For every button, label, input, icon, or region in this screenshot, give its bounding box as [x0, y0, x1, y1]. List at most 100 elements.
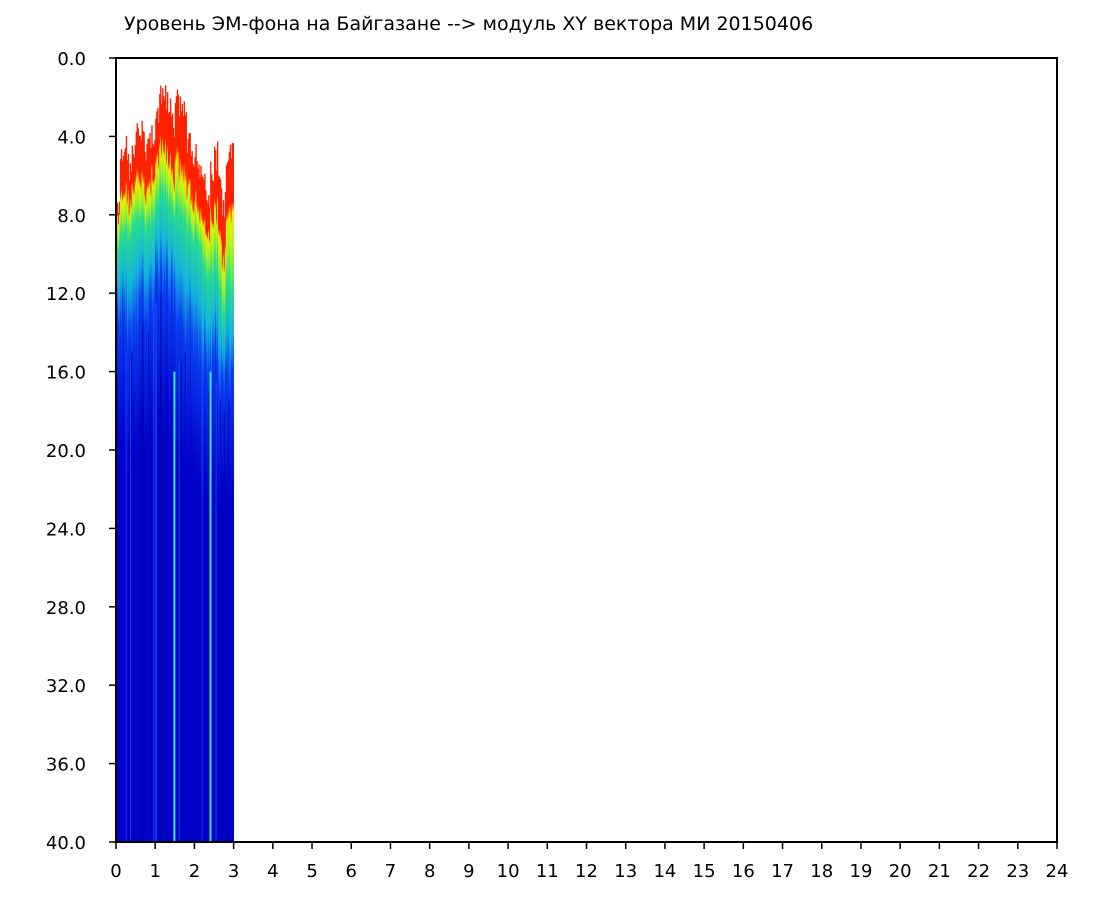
heatmap-column: [116, 202, 119, 842]
heatmap-column: [169, 98, 172, 843]
heatmap-column: [164, 99, 166, 843]
y-axis-ticks: 0.0 4.0 8.0 12.0 16.0 20.0 24.0 28.0 32.0 36.0 40.…: [46, 49, 116, 854]
y-tick-label: 0.0: [57, 49, 86, 70]
y-tick-label: 24.0: [46, 519, 86, 540]
x-tick-label: 3: [228, 861, 239, 882]
heatmap-column: [143, 132, 145, 842]
x-tick-label: 18: [810, 861, 833, 882]
y-tick-label: 16.0: [46, 363, 86, 384]
heatmap-column: [191, 151, 193, 842]
heatmap-column: [122, 155, 125, 842]
heatmap-column: [185, 111, 187, 842]
heatmap-column: [232, 142, 235, 843]
heatmap-column: [161, 103, 163, 842]
heatmap-column: [214, 146, 216, 842]
x-tick-label: 16: [732, 861, 755, 882]
heatmap-column: [133, 157, 136, 842]
heatmap-column: [231, 143, 234, 843]
plot-frame: [115, 57, 1058, 843]
heatmap-column: [159, 93, 161, 843]
heatmap-column: [192, 163, 194, 842]
heatmap-column: [224, 191, 227, 843]
heatmap-column: [193, 167, 195, 843]
heatmap-column: [213, 181, 215, 842]
heatmap-column: [148, 138, 150, 843]
heatmap-column: [162, 88, 164, 842]
heatmap-column: [138, 135, 140, 842]
chart-title: Уровень ЭМ-фона на Байгазане --> модуль …: [124, 13, 813, 35]
y-tick-label: 32.0: [46, 676, 86, 697]
heatmap-column: [175, 96, 178, 843]
heatmap-column: [146, 144, 148, 843]
x-tick-label: 19: [850, 861, 873, 882]
x-tick-label: 21: [928, 861, 951, 882]
x-tick-label: 10: [497, 861, 520, 882]
heatmap-column: [230, 158, 233, 842]
heatmap-column: [118, 201, 121, 843]
heatmap-column: [206, 199, 208, 843]
heatmap-column: [182, 116, 185, 842]
heatmap-column: [120, 149, 123, 843]
heatmap-column: [187, 138, 189, 842]
heatmap-column: [194, 156, 196, 843]
heatmap-column: [215, 170, 218, 842]
y-tick-label: 12.0: [46, 284, 86, 305]
x-tick-label: 2: [189, 861, 200, 882]
heatmap-column: [205, 190, 207, 843]
heatmap-column: [128, 180, 131, 842]
heatmap-column: [163, 95, 165, 843]
heatmap-column: [119, 158, 122, 843]
heatmap-column: [144, 151, 146, 842]
heatmap-column: [151, 125, 153, 843]
x-tick-label: 6: [346, 861, 357, 882]
heatmap-column: [168, 112, 171, 842]
heatmap-column: [183, 101, 186, 842]
heatmap-column: [152, 143, 154, 842]
heatmap-column: [155, 118, 157, 842]
heatmap-column: [170, 116, 173, 842]
heatmap-column: [136, 123, 138, 842]
x-tick-label: 4: [267, 861, 278, 882]
heatmap-column: [145, 160, 147, 843]
heatmap-column: [204, 173, 206, 843]
heatmap-column: [217, 175, 220, 843]
y-tick-label: 20.0: [46, 441, 86, 462]
heatmap-column: [195, 144, 197, 842]
heatmap-column: [132, 154, 135, 843]
heatmap-column: [186, 153, 188, 843]
heatmap-column: [176, 89, 179, 842]
heatmap-column: [216, 141, 219, 842]
y-tick-label: 36.0: [46, 755, 86, 776]
heatmap-column: [150, 147, 152, 843]
x-tick-label: 1: [149, 861, 160, 882]
heatmap-column: [157, 107, 159, 842]
y-tick-label: 28.0: [46, 598, 86, 619]
heatmap-column: [222, 200, 225, 842]
heatmap-column: [196, 161, 198, 843]
x-tick-label: 14: [653, 861, 676, 882]
heatmap-column: [165, 109, 168, 842]
heatmap-column: [117, 213, 120, 843]
heatmap-column: [199, 177, 201, 843]
heatmap-column: [197, 168, 199, 842]
heatmap-column: [139, 135, 141, 842]
heatmap-column: [207, 203, 209, 842]
heatmap-column: [166, 92, 169, 842]
x-tick-label: 24: [1046, 861, 1069, 882]
x-tick-label: 9: [463, 861, 474, 882]
heatmap-column: [181, 103, 184, 842]
heatmap-column: [174, 102, 177, 842]
x-tick-label: 5: [306, 861, 317, 882]
heatmap-column: [141, 121, 143, 843]
heatmap-column: [189, 133, 191, 842]
heatmap-column: [179, 96, 182, 843]
y-tick-label: 40.0: [46, 833, 86, 854]
x-tick-label: 0: [110, 861, 121, 882]
heatmap-data: [116, 85, 235, 843]
heatmap-column: [227, 160, 230, 842]
heatmap-column: [200, 165, 202, 842]
heatmap-column: [121, 160, 124, 842]
heatmap-column: [165, 85, 167, 842]
heatmap-column: [229, 144, 232, 842]
